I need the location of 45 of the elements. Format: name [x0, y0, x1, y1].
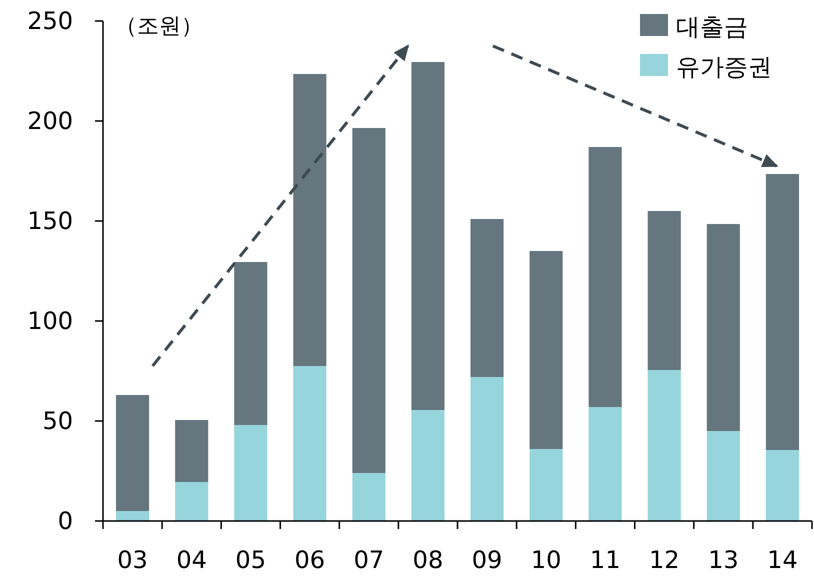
y-tick-label: 150	[27, 207, 73, 235]
bar	[411, 62, 444, 410]
bar	[588, 407, 622, 521]
y-tick-label: 50	[42, 407, 73, 435]
bar	[648, 370, 681, 521]
y-tick-label: 0	[58, 507, 73, 535]
x-tick-label: 09	[472, 546, 502, 574]
bar	[175, 420, 208, 482]
bar	[766, 450, 799, 521]
bar	[470, 219, 504, 377]
bar	[116, 511, 150, 521]
x-tick-label: 05	[235, 546, 266, 574]
legend-label: 유가증권	[676, 53, 772, 81]
bar	[648, 211, 681, 370]
bar	[470, 377, 504, 521]
x-tick-label: 06	[294, 546, 326, 574]
bar	[175, 482, 208, 521]
x-tick-label: 11	[590, 546, 620, 574]
x-tick-label: 14	[767, 546, 798, 574]
bar	[234, 425, 268, 521]
bar	[706, 224, 740, 431]
bar	[293, 366, 326, 521]
x-tick-label: 08	[412, 546, 444, 574]
x-tick-label: 13	[708, 546, 739, 574]
y-tick-label: 250	[27, 7, 73, 35]
bar	[352, 473, 386, 521]
bar	[234, 262, 268, 425]
y-tick-label: 100	[27, 307, 73, 335]
x-tick-label: 03	[117, 546, 148, 574]
legend-label: 대출금	[676, 13, 748, 41]
y-tick-label: 200	[27, 107, 73, 135]
x-tick-label: 10	[530, 546, 562, 574]
bar	[530, 251, 563, 449]
bar	[411, 410, 444, 521]
bar	[706, 431, 740, 521]
bar	[766, 174, 799, 450]
x-tick-label: 04	[176, 546, 207, 574]
y-axis-title: （조원）	[115, 14, 203, 39]
bar	[116, 395, 150, 511]
bar	[352, 128, 386, 473]
bar	[530, 449, 563, 521]
x-tick-label: 12	[649, 546, 680, 574]
bar	[588, 147, 622, 407]
bar	[293, 74, 326, 366]
x-tick-label: 07	[354, 546, 384, 574]
